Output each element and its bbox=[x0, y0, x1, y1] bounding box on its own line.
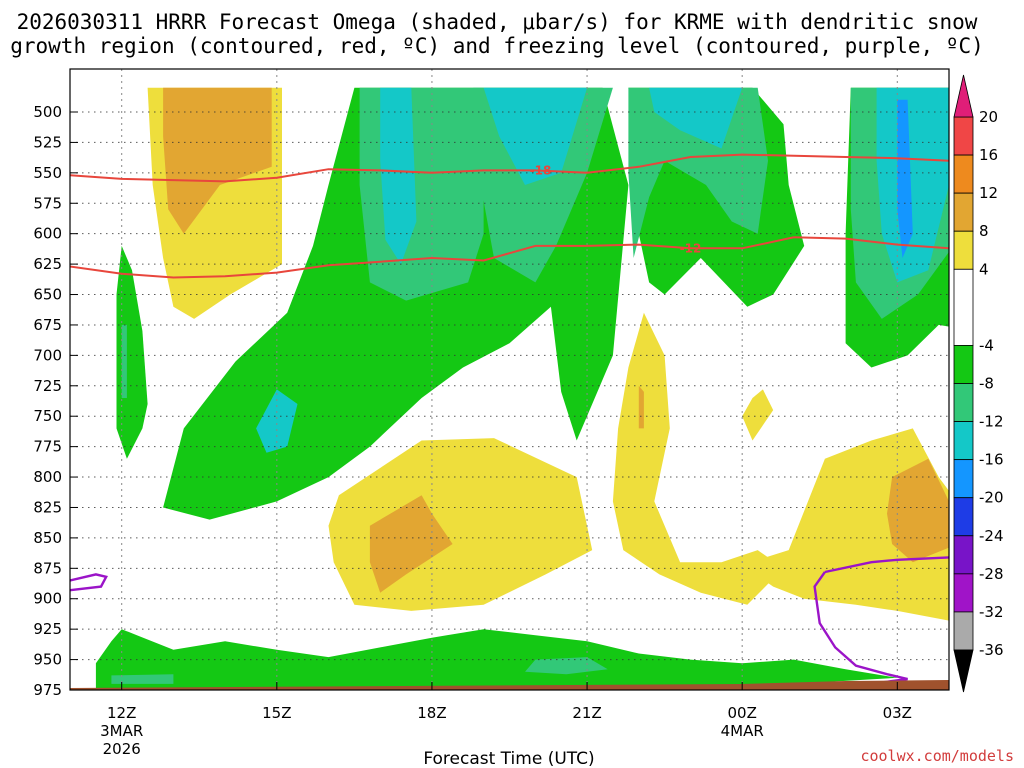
x-tick-label-15Z: 15Z bbox=[262, 704, 291, 722]
omega-region-22 bbox=[742, 389, 774, 441]
colorbar-top-arrow bbox=[953, 74, 974, 118]
colorbar-bin-0 bbox=[953, 116, 974, 156]
omega-region-5 bbox=[359, 87, 484, 301]
colorbar-bin-1 bbox=[953, 154, 974, 194]
omega-region-11 bbox=[649, 87, 743, 149]
y-tick-label-850: 850 bbox=[33, 529, 62, 547]
omega-region-9 bbox=[380, 87, 417, 265]
colorbar-bin-8 bbox=[953, 459, 974, 499]
x-tick-date-00Z: 4MAR bbox=[721, 722, 764, 740]
y-tick-label-725: 725 bbox=[33, 377, 62, 395]
y-tick-label-975: 975 bbox=[33, 681, 62, 699]
plot-frame bbox=[69, 68, 950, 691]
x-tick-label-18Z: 18Z bbox=[417, 704, 446, 722]
colorbar-label--36: -36 bbox=[979, 641, 1004, 659]
y-tick-label-575: 575 bbox=[33, 194, 62, 212]
colorbar-bin-9 bbox=[953, 497, 974, 537]
colorbar-label--12: -12 bbox=[979, 413, 1004, 431]
y-tick-label-800: 800 bbox=[33, 468, 62, 486]
grid-lines bbox=[70, 69, 949, 691]
colorbar-bin-4 bbox=[953, 268, 974, 346]
omega-region-12 bbox=[876, 87, 949, 283]
dgz-contour-0 bbox=[70, 153, 949, 183]
y-tick-label-550: 550 bbox=[33, 164, 62, 182]
y-tick-label-500: 500 bbox=[33, 103, 62, 121]
colorbar-label-12: 12 bbox=[979, 184, 998, 202]
y-tick-label-875: 875 bbox=[33, 559, 62, 577]
chart-title-line1: 2026030311 HRRR Forecast Omega (shaded, … bbox=[17, 10, 978, 34]
colorbar-bin-2 bbox=[953, 192, 974, 232]
omega-region-16 bbox=[121, 324, 127, 398]
omega-region-27 bbox=[111, 674, 174, 684]
colorbar-label-20: 20 bbox=[979, 108, 998, 126]
omega-region-7 bbox=[628, 87, 768, 258]
x-tick-label-12Z: 12Z bbox=[107, 704, 136, 722]
y-tick-label-525: 525 bbox=[33, 133, 62, 151]
x-tick-label-03Z: 03Z bbox=[883, 704, 912, 722]
y-tick-label-625: 625 bbox=[33, 255, 62, 273]
colorbar-bin-3 bbox=[953, 230, 974, 270]
colorbar: 20 16 12 8 4 -4 -8 -12 -16 -20 -24 -28 -32 -36 bbox=[953, 74, 1004, 693]
chart-title-line2: growth region (contoured, red, ºC) and f… bbox=[10, 34, 984, 58]
colorbar-bin-11 bbox=[953, 573, 974, 613]
omega-region-1 bbox=[163, 87, 272, 234]
x-tick-label-21Z: 21Z bbox=[572, 704, 601, 722]
credit-text: coolwx.com/models bbox=[860, 747, 1014, 765]
freezing-level-contour-0 bbox=[70, 573, 108, 592]
freezing-level-contour-1 bbox=[824, 556, 949, 574]
omega-region-17 bbox=[256, 389, 298, 453]
omega-region-24 bbox=[887, 458, 949, 563]
y-axis: 500 525 550 575 600 625 650 675 700 725 750 775 800 8… bbox=[33, 103, 78, 699]
colorbar-label--24: -24 bbox=[979, 527, 1004, 545]
colorbar-label--28: -28 bbox=[979, 565, 1004, 583]
colorbar-label--8: -8 bbox=[979, 375, 994, 393]
y-tick-label-950: 950 bbox=[33, 651, 62, 669]
x-tick-date-12Z: 3MAR bbox=[100, 722, 143, 740]
omega-region-13 bbox=[897, 99, 913, 258]
x-axis-label: Forecast Time (UTC) bbox=[423, 749, 594, 768]
plot-area: -18 -12 bbox=[69, 68, 950, 691]
dgz-contour-label-1: -12 bbox=[680, 241, 702, 255]
colorbar-bin-10 bbox=[953, 535, 974, 575]
y-tick-label-700: 700 bbox=[33, 346, 62, 364]
y-tick-label-750: 750 bbox=[33, 407, 62, 425]
colorbar-label--20: -20 bbox=[979, 489, 1004, 507]
colorbar-bottom-arrow bbox=[953, 649, 974, 693]
colorbar-label-4: 4 bbox=[979, 260, 989, 278]
colorbar-label--4: -4 bbox=[979, 336, 994, 354]
y-tick-label-775: 775 bbox=[33, 438, 62, 456]
y-tick-label-900: 900 bbox=[33, 590, 62, 608]
y-tick-label-600: 600 bbox=[33, 225, 62, 243]
dgz-contour-label-0: -18 bbox=[530, 164, 552, 178]
colorbar-bin-7 bbox=[953, 421, 974, 461]
x-tick-year-12Z: 2026 bbox=[103, 740, 141, 758]
ground-surface bbox=[70, 680, 949, 690]
colorbar-bin-12 bbox=[953, 611, 974, 651]
colorbar-label-16: 16 bbox=[979, 146, 998, 164]
omega-region-20 bbox=[612, 312, 784, 605]
colorbar-label-8: 8 bbox=[979, 222, 989, 240]
dendritic-growth-contours: -18 -12 bbox=[70, 153, 949, 279]
y-tick-label-825: 825 bbox=[33, 498, 62, 516]
omega-region-21 bbox=[638, 385, 644, 429]
colorbar-label--16: -16 bbox=[979, 451, 1004, 469]
y-tick-label-925: 925 bbox=[33, 620, 62, 638]
dgz-contour-1 bbox=[70, 236, 949, 279]
colorbar-label--32: -32 bbox=[979, 603, 1004, 621]
y-tick-label-675: 675 bbox=[33, 316, 62, 334]
x-tick-label-00Z: 00Z bbox=[727, 704, 756, 722]
colorbar-bin-5 bbox=[953, 345, 974, 384]
colorbar-bin-6 bbox=[953, 383, 974, 422]
y-tick-label-650: 650 bbox=[33, 286, 62, 304]
omega-region-15 bbox=[116, 245, 148, 459]
